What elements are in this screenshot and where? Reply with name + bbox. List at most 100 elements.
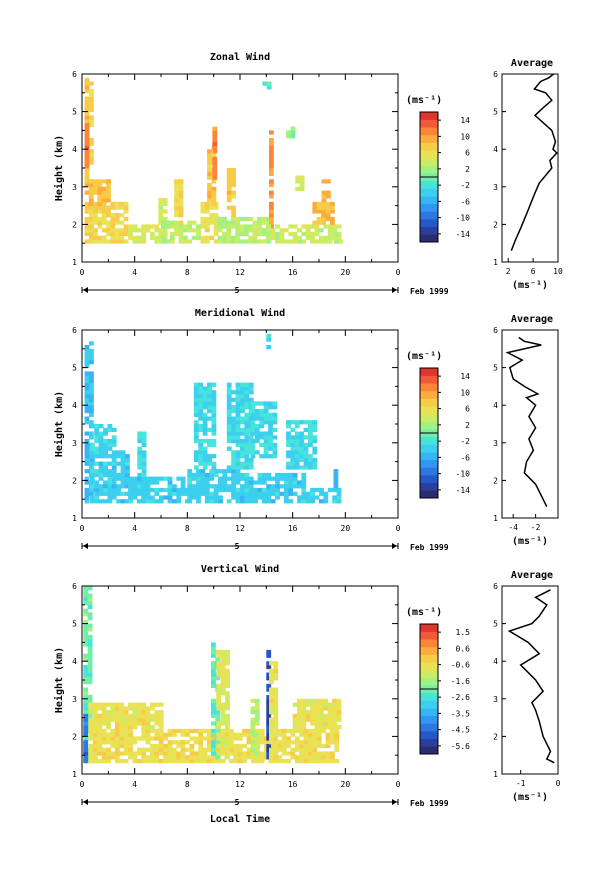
heatmap-cell [137, 461, 143, 466]
heatmap-cell [269, 691, 274, 696]
heatmap-cell [269, 687, 274, 692]
heatmap-cell [294, 759, 300, 764]
heatmap-cell [141, 484, 147, 489]
profile-x-tick-label: 10 [553, 267, 563, 276]
heatmap-cell [295, 179, 301, 184]
heatmap-cell [272, 420, 278, 425]
heatmap-cell [259, 732, 265, 737]
heatmap-cell [107, 491, 113, 496]
heatmap-cell [216, 653, 222, 658]
heatmap-cell [158, 702, 164, 707]
heatmap-cell [136, 713, 142, 718]
heatmap-cell [167, 476, 173, 481]
heatmap-cell [273, 661, 279, 666]
heatmap-cell [279, 235, 285, 240]
heatmap-cell [286, 431, 291, 436]
y-tick-label: 6 [72, 70, 77, 79]
heatmap-cell [299, 732, 305, 737]
chart-title: Meridional Wind [195, 307, 285, 319]
heatmap-cell [97, 728, 103, 734]
heatmap-cell [263, 439, 269, 444]
heatmap-cell [106, 198, 111, 203]
heatmap-cell [89, 401, 94, 406]
heatmap-cell [150, 743, 155, 749]
heatmap-cell [193, 424, 199, 429]
heatmap-cell [119, 751, 125, 756]
heatmap-cell [279, 231, 285, 237]
heatmap-cell [89, 356, 94, 361]
heatmap-cell [88, 702, 94, 707]
heatmap-cell [114, 717, 120, 722]
date-bar-arrow [83, 799, 88, 805]
heatmap-cell [191, 495, 197, 500]
heatmap-cell [145, 484, 151, 489]
date-bar-arrow [392, 799, 397, 805]
heatmap-cell [202, 755, 208, 760]
y-tick-label: 4 [72, 401, 77, 410]
heatmap-cell [225, 668, 230, 673]
profile-title: Average [511, 314, 553, 325]
heatmap-cell [308, 755, 313, 760]
heatmap-cell [290, 747, 296, 752]
heatmap-cell [204, 235, 210, 240]
heatmap-cell [330, 216, 335, 222]
x-tick-label: 4 [132, 268, 137, 277]
heatmap-cell [250, 439, 256, 444]
heatmap-cell [316, 205, 322, 210]
heatmap-cell [103, 439, 108, 444]
heatmap-cell [116, 487, 121, 493]
heatmap-cell [323, 224, 329, 229]
heatmap-cell [93, 725, 98, 730]
heatmap-cell [120, 450, 126, 455]
heatmap-cell [87, 627, 93, 632]
heatmap-cell [176, 751, 182, 756]
heatmap-cell [259, 759, 265, 764]
heatmap-cell [250, 721, 256, 726]
heatmap-cell [89, 141, 94, 146]
heatmap-cell [213, 213, 219, 218]
heatmap-cell [136, 480, 142, 485]
heatmap-cell [93, 702, 98, 707]
y-tick-label: 5 [72, 620, 77, 629]
heatmap-cell [207, 149, 212, 154]
heatmap-cell [220, 665, 226, 670]
heatmap-cell [101, 747, 107, 752]
heatmap-cell [103, 491, 108, 496]
heatmap-cell [269, 209, 274, 214]
heatmap-cell [84, 476, 90, 481]
heatmap-cell [301, 231, 307, 237]
colorbar-segment [420, 390, 438, 399]
heatmap-cell [246, 747, 252, 752]
heatmap-cell [89, 442, 95, 447]
heatmap-cell [163, 732, 168, 737]
heatmap-cell [83, 657, 89, 662]
heatmap-cell [114, 710, 120, 715]
heatmap-cell [283, 239, 289, 244]
heatmap-cell [325, 755, 331, 760]
heatmap-cell [226, 499, 232, 504]
heatmap-cell [316, 220, 322, 225]
heatmap-cell [189, 728, 195, 734]
heatmap-cell [89, 390, 94, 395]
heatmap-cell [187, 469, 193, 474]
heatmap-cell [167, 732, 173, 737]
heatmap-cell [257, 224, 262, 229]
heatmap-cell [231, 179, 236, 184]
heatmap-cell [94, 446, 100, 451]
heatmap-cell [239, 228, 245, 233]
heatmap-cell [326, 194, 331, 199]
heatmap-cell [266, 706, 272, 711]
heatmap-cell [240, 439, 245, 444]
heatmap-cell [89, 480, 95, 485]
heatmap-cell [305, 231, 311, 237]
heatmap-cell [198, 401, 204, 406]
heatmap-cell [204, 209, 210, 214]
heatmap-cell [215, 740, 221, 745]
heatmap-cell [83, 687, 89, 692]
heatmap-cell [308, 431, 313, 436]
heatmap-cell [244, 224, 249, 229]
heatmap-cell [89, 213, 94, 218]
profile-x-label: (ms⁻¹) [512, 792, 548, 803]
heatmap-cell [269, 732, 274, 737]
heatmap-cell [185, 728, 190, 734]
